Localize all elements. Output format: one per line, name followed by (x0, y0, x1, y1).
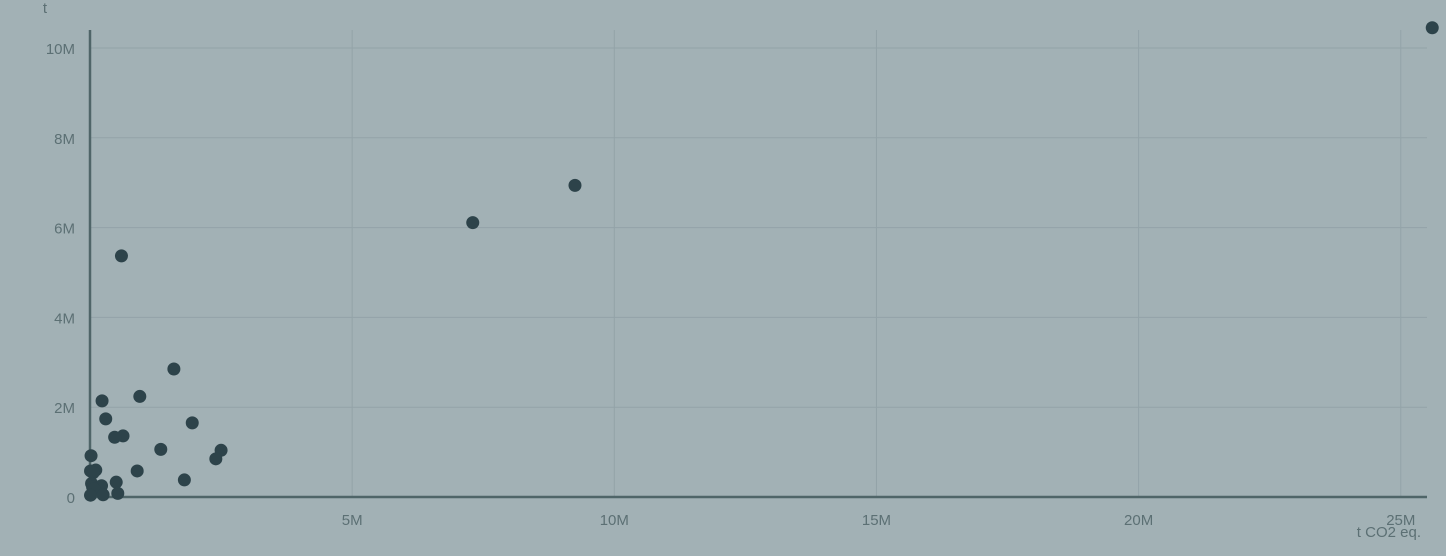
y-tick-label: 10M (46, 41, 75, 58)
data-point[interactable] (99, 412, 113, 426)
y-axis-title: t (43, 0, 48, 17)
axes (88, 30, 1427, 499)
x-tick-label: 15M (862, 512, 891, 529)
data-point[interactable] (111, 486, 125, 500)
data-point[interactable] (95, 394, 109, 408)
data-point[interactable] (466, 216, 480, 230)
data-point[interactable] (133, 389, 147, 403)
data-point[interactable] (185, 416, 199, 430)
x-tick-label: 5M (342, 512, 363, 529)
x-tick-label: 25M (1386, 512, 1415, 529)
grid (90, 30, 1427, 497)
data-points (84, 21, 1439, 502)
data-point[interactable] (96, 488, 110, 502)
data-point[interactable] (114, 249, 128, 263)
y-tick-label: 0 (67, 490, 75, 507)
y-tick-label: 8M (54, 131, 75, 148)
y-tick-label: 6M (54, 221, 75, 238)
y-tick-label: 2M (54, 400, 75, 417)
data-point[interactable] (167, 362, 181, 376)
data-point[interactable] (108, 430, 122, 444)
data-point[interactable] (109, 475, 123, 489)
data-point[interactable] (130, 464, 144, 478)
data-point[interactable] (209, 452, 223, 466)
data-point[interactable] (84, 449, 98, 463)
tick-labels: 0 2M 4M 6M 8M 10M 5M 10M 15M 20M 25M (46, 41, 1416, 529)
data-point[interactable] (1425, 21, 1439, 35)
data-point[interactable] (568, 178, 582, 192)
x-axis-title: t CO2 eq. (1357, 524, 1421, 541)
x-tick-label: 10M (600, 512, 629, 529)
y-tick-label: 4M (54, 310, 75, 327)
data-point[interactable] (177, 473, 191, 487)
data-point[interactable] (86, 466, 100, 480)
x-tick-label: 20M (1124, 512, 1153, 529)
data-point[interactable] (154, 442, 168, 456)
data-point[interactable] (84, 488, 98, 502)
